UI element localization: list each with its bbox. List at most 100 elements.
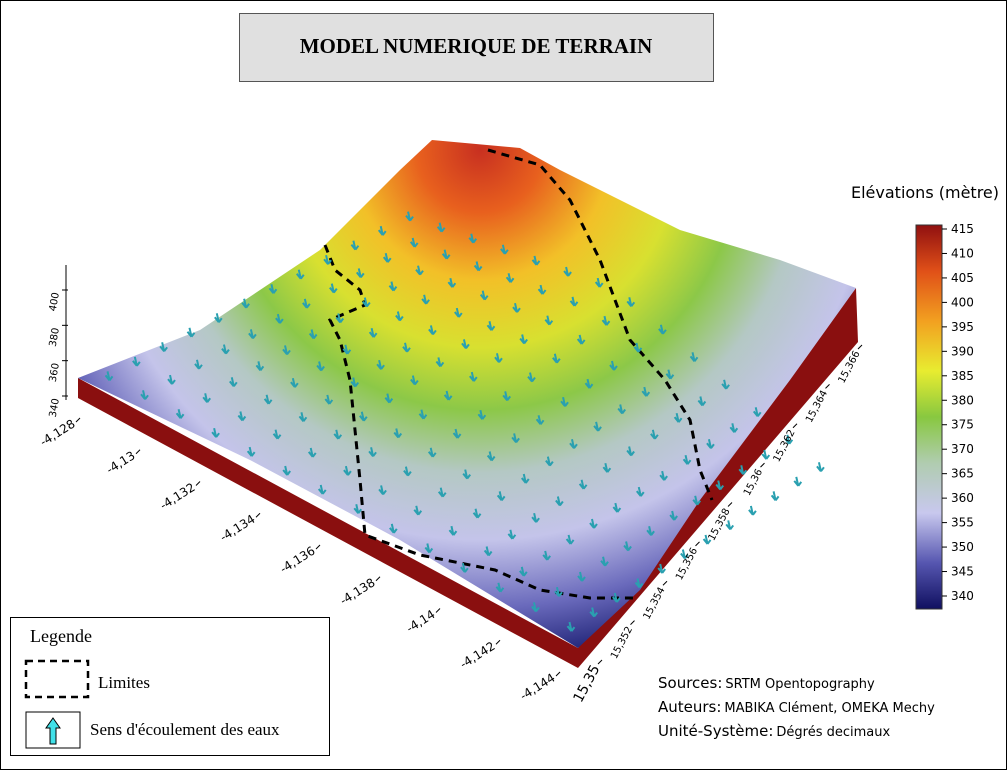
- flow-arrow: [186, 327, 196, 338]
- flow-arrow: [255, 361, 265, 372]
- y-tick: [662, 580, 668, 586]
- flow-arrow: [519, 334, 528, 345]
- flow-arrow: [520, 473, 530, 484]
- credits: Sources: SRTM Opentopography Auteurs: MABIK…: [658, 674, 935, 740]
- flow-arrow: [658, 324, 667, 335]
- flow-arrow: [560, 396, 569, 407]
- flow-arrow: [427, 447, 437, 458]
- flow-arrow: [555, 496, 564, 507]
- flow-arrow: [393, 428, 403, 439]
- flow-arrow: [353, 504, 363, 514]
- x-tick: [495, 639, 501, 645]
- credit: Unité-Système: Dégrés decimaux: [658, 722, 891, 740]
- flow-arrow: [388, 281, 398, 292]
- flow-arrow: [389, 523, 398, 534]
- flow-arrow: [140, 390, 149, 400]
- flow-arrow: [531, 255, 541, 266]
- x-tick: [315, 544, 321, 550]
- flow-arrow: [612, 592, 621, 603]
- flow-arrow: [362, 297, 371, 308]
- flow-arrow: [159, 342, 168, 352]
- flow-arrow: [290, 377, 299, 388]
- flow-arrow: [589, 518, 598, 529]
- flow-arrow: [626, 297, 636, 307]
- z-tick-label: 400: [48, 292, 62, 313]
- flow-arrow: [600, 556, 609, 567]
- flow-arrow: [748, 505, 757, 516]
- colorbar-ticks: 340 345 350 355 360 365 370 375 380 385 390 395 400 4…: [942, 222, 974, 603]
- flow-arrow: [486, 451, 496, 462]
- y-tick: [727, 502, 733, 507]
- flow-arrow: [617, 404, 626, 415]
- colorbar-tick-label: 365: [951, 467, 974, 481]
- flow-arrow: [635, 486, 645, 497]
- flow-arrow: [593, 421, 602, 432]
- title-box: [239, 13, 714, 82]
- flow-arrow: [680, 549, 689, 560]
- flow-arrow: [395, 311, 404, 322]
- flow-arrow: [211, 427, 220, 438]
- colorbar-tick-label: 405: [951, 271, 974, 285]
- flow-arrow: [665, 369, 675, 380]
- colorbar-tick-label: 375: [951, 418, 974, 432]
- x-tick: [195, 481, 201, 486]
- flow-arrow: [602, 462, 612, 473]
- flow-arrow: [308, 329, 318, 340]
- flow-arrow: [626, 446, 635, 457]
- flow-arrow: [452, 428, 462, 439]
- x-tick: [555, 671, 561, 677]
- flow-arrow: [410, 375, 419, 386]
- flow-arrow: [784, 434, 794, 445]
- flow-arrow: [505, 273, 515, 283]
- flow-arrow: [424, 543, 434, 554]
- flow-arrow: [519, 566, 528, 577]
- flow-arrow: [167, 374, 176, 385]
- flow-arrow: [382, 252, 392, 263]
- flow-arrow: [527, 372, 536, 383]
- flow-arrow: [752, 407, 762, 417]
- colorbar-tick-label: 395: [951, 320, 974, 334]
- credit-text: Dégrés decimaux: [776, 725, 890, 740]
- x-tick: [255, 512, 261, 518]
- colorbar-tick-label: 415: [951, 222, 974, 236]
- flow-arrow: [770, 491, 780, 502]
- colorbar-tick-label: 410: [951, 246, 974, 260]
- flow-arrow: [403, 466, 412, 477]
- flow-arrow: [418, 409, 428, 420]
- flow-arrow: [443, 390, 453, 401]
- flow-arrow: [577, 571, 586, 582]
- flow-arrow: [272, 429, 282, 440]
- flow-arrow: [323, 254, 332, 265]
- flow-arrow: [132, 356, 141, 367]
- credit-label: Unité-Système:: [658, 722, 773, 740]
- y-tick: [597, 659, 603, 665]
- colorbar-tick-label: 400: [951, 295, 974, 309]
- flow-arrow: [544, 315, 554, 326]
- colorbar-tick-label: 360: [951, 491, 974, 505]
- flow-arrow: [333, 429, 343, 440]
- flow-arrow: [468, 233, 478, 244]
- flow-arrow: [268, 284, 278, 294]
- flow-arrow: [496, 491, 506, 502]
- flow-arrow: [436, 222, 446, 233]
- flow-arrow: [324, 394, 334, 405]
- flow-arrow: [545, 456, 554, 467]
- x-tick: [75, 417, 81, 423]
- flow-arrow: [673, 412, 683, 423]
- flow-arrow: [697, 396, 707, 407]
- flow-arrow: [494, 353, 503, 363]
- legend-symbol-limits: [24, 659, 90, 699]
- flow-arrow: [500, 244, 509, 255]
- flow-arrow: [229, 377, 238, 387]
- flow-arrow: [368, 447, 377, 457]
- flow-arrow: [594, 277, 604, 288]
- flow-arrow: [435, 357, 445, 368]
- flow-arrow: [715, 480, 725, 491]
- flow-arrow: [104, 371, 114, 382]
- boundary: [487, 148, 714, 501]
- flow-arrow: [569, 439, 578, 449]
- flow-arrow: [472, 508, 482, 519]
- flow-arrow: [479, 290, 489, 301]
- y-tick: [857, 344, 863, 350]
- terrain-block: [78, 140, 858, 668]
